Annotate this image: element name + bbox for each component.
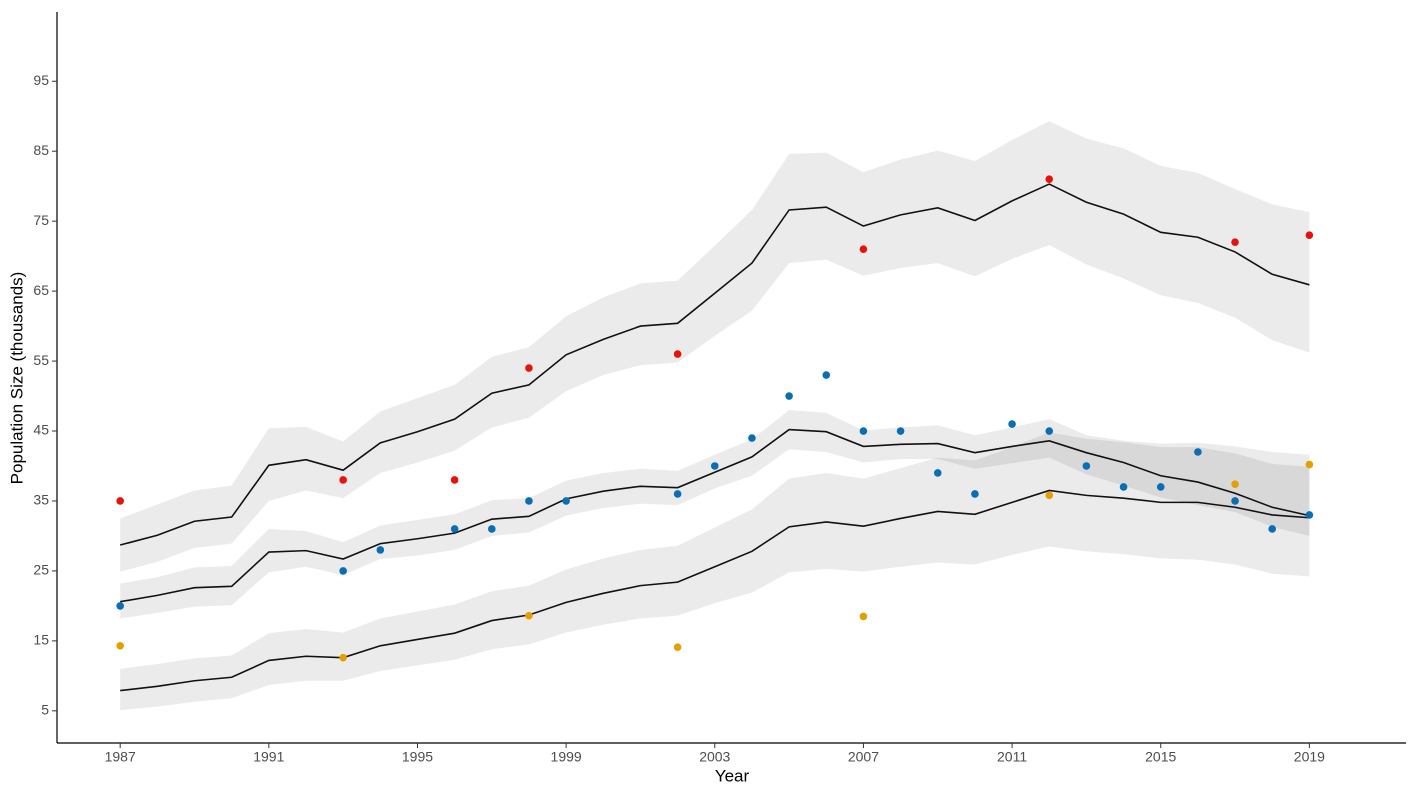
observation-point bbox=[1156, 483, 1165, 491]
trend-line bbox=[119, 183, 1310, 546]
observation-point bbox=[488, 525, 496, 533]
observation-point bbox=[673, 643, 682, 651]
observation-point bbox=[896, 427, 905, 435]
x-tick-label: 1987 bbox=[105, 749, 136, 765]
observation-point bbox=[1231, 238, 1239, 246]
observation-point bbox=[1045, 427, 1054, 435]
observation-point bbox=[1268, 525, 1277, 533]
y-tick-label: 5 bbox=[41, 702, 49, 718]
observation-point bbox=[376, 546, 385, 554]
observation-point bbox=[1231, 497, 1239, 505]
x-tick-label: 2015 bbox=[1145, 749, 1176, 765]
observation-point bbox=[859, 245, 868, 253]
observation-point bbox=[859, 427, 868, 435]
x-tick-label: 2007 bbox=[848, 749, 879, 765]
observation-point bbox=[562, 497, 570, 505]
y-tick-label: 85 bbox=[33, 142, 49, 158]
y-tick-label: 25 bbox=[33, 562, 49, 578]
observation-point bbox=[525, 611, 533, 620]
observation-point bbox=[1231, 480, 1239, 488]
y-tick-label: 75 bbox=[33, 212, 49, 228]
observation-point bbox=[1305, 460, 1314, 469]
observation-point bbox=[673, 490, 682, 498]
observation-point bbox=[710, 462, 719, 470]
observation-point bbox=[1008, 420, 1016, 428]
observation-point bbox=[1119, 483, 1128, 491]
y-tick-label: 95 bbox=[33, 72, 49, 88]
trend-line bbox=[120, 428, 1310, 603]
observation-point bbox=[1045, 491, 1054, 500]
confidence-band bbox=[120, 410, 1310, 619]
observation-point bbox=[822, 371, 831, 379]
y-tick-label: 65 bbox=[33, 282, 49, 298]
observation-point bbox=[971, 490, 979, 498]
observation-point bbox=[1194, 448, 1202, 456]
observation-point bbox=[859, 612, 868, 621]
observation-point bbox=[525, 497, 533, 505]
observation-point bbox=[785, 392, 793, 400]
observation-point bbox=[525, 364, 533, 372]
x-tick-label: 1991 bbox=[253, 749, 284, 765]
observation-point bbox=[339, 476, 347, 484]
observation-point bbox=[673, 350, 682, 358]
y-axis-label: Population Size (thousands) bbox=[7, 272, 26, 485]
x-tick-label: 2003 bbox=[699, 749, 730, 765]
y-tick-label: 15 bbox=[33, 632, 49, 648]
observation-point bbox=[1045, 175, 1054, 183]
observation-point bbox=[450, 476, 459, 484]
observation-point bbox=[116, 602, 124, 610]
observation-point bbox=[116, 497, 124, 505]
x-tick-label: 2019 bbox=[1294, 749, 1325, 765]
x-tick-label: 2011 bbox=[997, 749, 1027, 765]
confidence-band bbox=[120, 121, 1310, 572]
observation-point bbox=[450, 525, 459, 533]
x-axis-label: Year bbox=[715, 766, 750, 785]
observation-point bbox=[1082, 462, 1091, 470]
observation-point bbox=[339, 653, 347, 662]
trend-line bbox=[120, 489, 1310, 692]
observation-point bbox=[339, 567, 347, 575]
observation-point bbox=[1305, 231, 1314, 239]
x-tick-label: 1999 bbox=[551, 749, 582, 765]
y-tick-label: 55 bbox=[33, 352, 49, 368]
x-tick-label: 1995 bbox=[402, 749, 433, 765]
observation-point bbox=[1305, 511, 1314, 519]
y-tick-label: 45 bbox=[33, 422, 49, 438]
observation-point bbox=[933, 469, 942, 477]
observation-point bbox=[116, 641, 124, 650]
y-tick-label: 35 bbox=[33, 492, 49, 508]
observation-point bbox=[748, 434, 756, 442]
